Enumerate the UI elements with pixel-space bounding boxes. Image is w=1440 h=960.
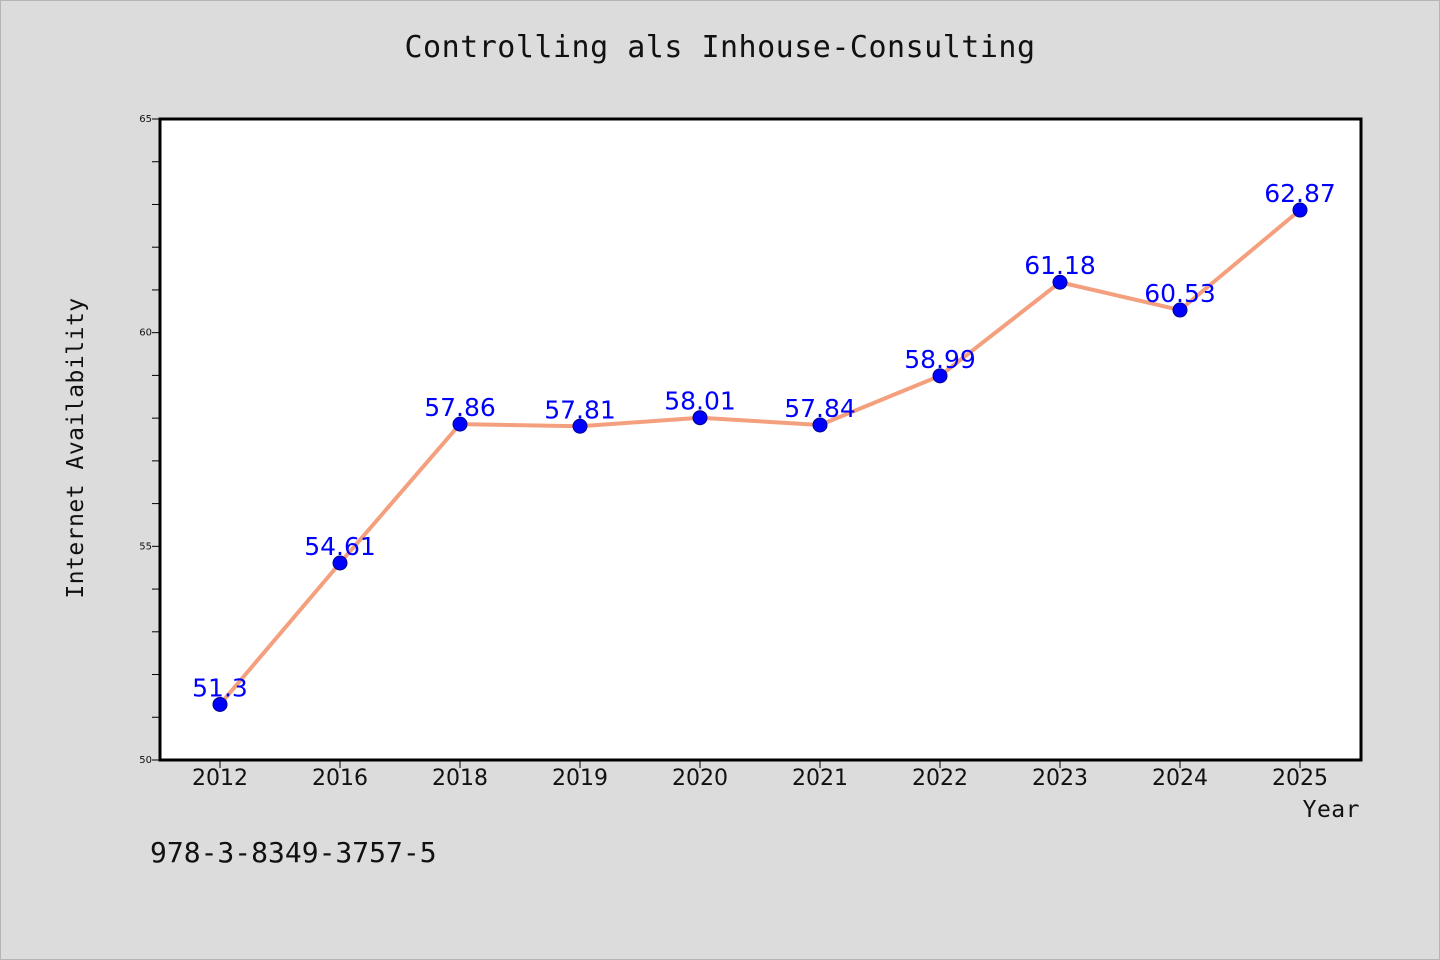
x-tick-label: 2021 <box>792 766 848 791</box>
series-line <box>218 208 1302 707</box>
data-point <box>812 417 828 433</box>
series-layer <box>212 202 1308 712</box>
y-axis-ticks: 50 55 60 65 <box>139 114 160 766</box>
data-point <box>332 555 348 571</box>
x-tick-label: 2018 <box>432 766 488 791</box>
data-label: 57.84 <box>784 394 856 423</box>
y-tick-label: 65 <box>139 114 152 125</box>
x-tick-label: 2012 <box>192 766 248 791</box>
data-point <box>932 368 948 384</box>
y-tick-label: 55 <box>139 541 152 552</box>
data-label: 57.86 <box>424 393 496 422</box>
x-tick-label: 2016 <box>312 766 368 791</box>
x-tick-label: 2024 <box>1152 766 1208 791</box>
x-tick-label: 2019 <box>552 766 608 791</box>
data-label: 57.81 <box>544 395 616 424</box>
x-axis-label: Year <box>1302 797 1360 823</box>
data-label: 61.18 <box>1024 251 1096 280</box>
data-label: 51.3 <box>192 673 248 702</box>
x-tick-label: 2025 <box>1272 766 1328 791</box>
data-label: 60.53 <box>1144 279 1216 308</box>
x-axis-ticks: 2012 2016 2018 2019 2020 2021 2022 2023 2024 2025 <box>192 760 1328 791</box>
isbn-text: 978-3-8349-3757-5 <box>150 836 437 869</box>
y-tick-label: 50 <box>139 755 152 766</box>
data-point <box>692 410 708 426</box>
data-label-layer: 51.3 54.61 57.86 57.81 58.01 57.84 58.99 61.18 6… <box>192 179 1336 702</box>
y-tick-label: 60 <box>139 328 152 339</box>
data-point <box>1052 274 1068 290</box>
data-label: 58.01 <box>664 387 736 416</box>
x-tick-label: 2020 <box>672 766 728 791</box>
data-label: 62.87 <box>1264 179 1336 208</box>
x-tick-label: 2023 <box>1032 766 1088 791</box>
data-point <box>572 418 588 434</box>
data-point <box>1172 302 1188 318</box>
data-point <box>452 416 468 432</box>
data-label: 58.99 <box>904 345 976 374</box>
data-point <box>1292 202 1308 218</box>
x-tick-label: 2022 <box>912 766 968 791</box>
chart-title: Controlling als Inhouse-Consulting <box>404 30 1036 65</box>
plot-area <box>158 117 1363 762</box>
data-point <box>212 696 228 712</box>
data-label: 54.61 <box>304 532 376 561</box>
